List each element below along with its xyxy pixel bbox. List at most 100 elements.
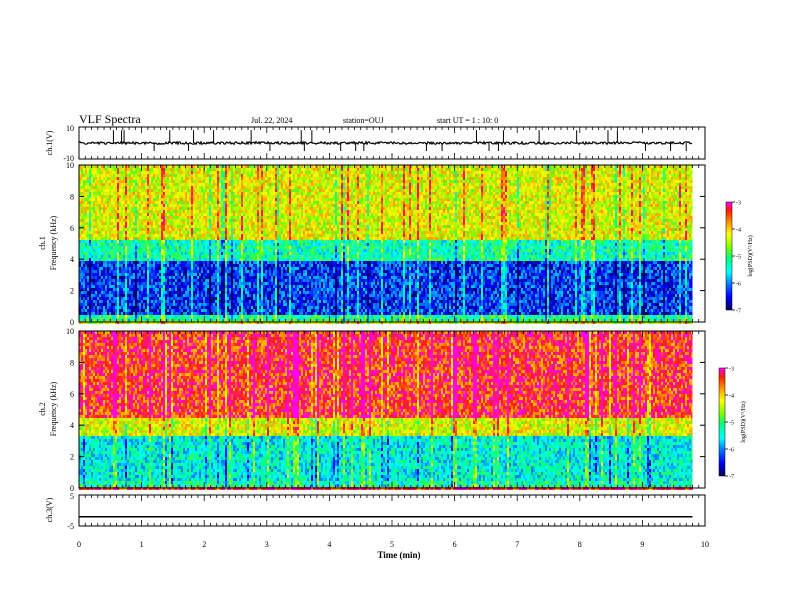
ch1-spec-cell	[209, 303, 211, 306]
ch1-spec-cell	[175, 282, 177, 285]
ch1-spec-cell	[191, 276, 193, 279]
ch1-spec-cell	[251, 237, 253, 240]
ch1-spec-cell	[261, 177, 263, 180]
ch1-spec-cell	[131, 207, 133, 210]
ch1-spec-cell	[223, 180, 225, 183]
ch1-spec-cell	[159, 228, 161, 231]
ch1-spec-cell	[219, 210, 221, 213]
ch1-spec-cell	[229, 222, 231, 225]
ch1-spec-cell	[91, 195, 93, 198]
ch1-spec-cell	[245, 252, 247, 255]
ch1-spec-cell	[213, 300, 215, 303]
ch1-spec-cell	[213, 240, 215, 243]
ch1-spec-cell	[91, 228, 93, 231]
ch1-spec-cell	[171, 234, 173, 237]
ch1-spec-cell	[155, 258, 157, 261]
ch1-spec-cell	[91, 219, 93, 222]
ch1-spec-cell	[151, 246, 153, 249]
ch1-spec-cell	[253, 168, 255, 171]
ch1-spec-cell	[131, 315, 133, 318]
ch1-spec-cell	[183, 180, 185, 183]
ch1-spec-cell	[211, 267, 213, 270]
ch1-spec-cell	[191, 219, 193, 222]
ch1-spec-cell	[169, 168, 171, 171]
ch1-spec-cell	[175, 165, 177, 168]
ch1-spec-cell	[193, 291, 195, 294]
ch1-spec-cell	[209, 291, 211, 294]
ch1-spec-cell	[223, 237, 225, 240]
ch1-spec-cell	[193, 198, 195, 201]
ch1-spec-cell	[107, 225, 109, 228]
ch1-spec-cell	[227, 318, 229, 321]
ch1-spec-cell	[197, 192, 199, 195]
ch1-spec-cell	[243, 285, 245, 288]
ch1-spec-cell	[85, 258, 87, 261]
ch1-spec-cell	[119, 177, 121, 180]
ch1-spec-cell	[153, 282, 155, 285]
ch1-spec-cell	[183, 171, 185, 174]
ch1-spec-cell	[199, 210, 201, 213]
ch1-spec-cell	[85, 192, 87, 195]
ch1-spec-cell	[87, 189, 89, 192]
ch1-spec-cell	[123, 267, 125, 270]
ch1-spec-cell	[123, 174, 125, 177]
ch1-spec-cell	[237, 204, 239, 207]
ch1-spec-cell	[229, 279, 231, 282]
ch1-spec-cell	[191, 207, 193, 210]
ch1-spec-cell	[177, 270, 179, 273]
ch1-spec-cell	[141, 177, 143, 180]
ch1-spec-cell	[115, 243, 117, 246]
ch1-spec-cell	[247, 213, 249, 216]
ch1-spec-cell	[185, 207, 187, 210]
ch1-spec-cell	[207, 222, 209, 225]
ch1-spec-cell	[87, 237, 89, 240]
ch1-spec-cell	[135, 300, 137, 303]
ch1-spec-cell	[257, 174, 259, 177]
ch1-spec-cell	[233, 174, 235, 177]
ch1-spec-cell	[209, 201, 211, 204]
ch1-spec-cell	[93, 291, 95, 294]
ch1-spec-cell	[225, 216, 227, 219]
ch1-spec-cell	[195, 294, 197, 297]
ch1-spec-cell	[113, 282, 115, 285]
ch1-spec-cell	[97, 213, 99, 216]
ch1-spec-cell	[153, 231, 155, 234]
ch1-spec-cell	[171, 294, 173, 297]
ch1-spec-cell	[139, 300, 141, 303]
ch1-spec-cell	[187, 171, 189, 174]
ch1-spec-cell	[129, 318, 131, 321]
ch1-spec-cell	[117, 231, 119, 234]
ch1-spec-cell	[179, 198, 181, 201]
ch1-spec-cell	[151, 171, 153, 174]
ch1-spec-cell	[147, 195, 149, 198]
ch1-spec-cell	[221, 261, 223, 264]
ch1-spec-cell	[121, 318, 123, 321]
ch1-spec-cell	[181, 276, 183, 279]
ch1-spec-cell	[223, 315, 225, 318]
ch1-spec-cell	[253, 258, 255, 261]
ch1-spec-cell	[159, 255, 161, 258]
ch1-spec-cell	[229, 192, 231, 195]
ch1-spec-cell	[249, 189, 251, 192]
ch1-spec-cell	[215, 273, 217, 276]
ch1-spec-cell	[215, 216, 217, 219]
ch1-spec-cell	[79, 279, 81, 282]
ch1-spec-cell	[185, 273, 187, 276]
ch1-spec-cell	[239, 276, 241, 279]
ch1-spec-cell	[99, 198, 101, 201]
ch1-spec-cell	[105, 234, 107, 237]
ch1-spec-cell	[189, 237, 191, 240]
ch1-spec-cell	[265, 183, 267, 186]
ch1-spec-cell	[123, 270, 125, 273]
ch1-spec-cell	[265, 207, 267, 210]
ch1-spec-cell	[133, 222, 135, 225]
ch1-spec-cell	[213, 222, 215, 225]
ch1-spec-cell	[123, 273, 125, 276]
ch1-spec-cell	[163, 171, 165, 174]
ch1-spec-cell	[261, 183, 263, 186]
ch1-spec-cell	[185, 213, 187, 216]
ch1-spec-cell	[177, 291, 179, 294]
ch1-spec-cell	[185, 195, 187, 198]
ch1-spec-cell	[137, 174, 139, 177]
ch1-spec-cell	[183, 306, 185, 309]
